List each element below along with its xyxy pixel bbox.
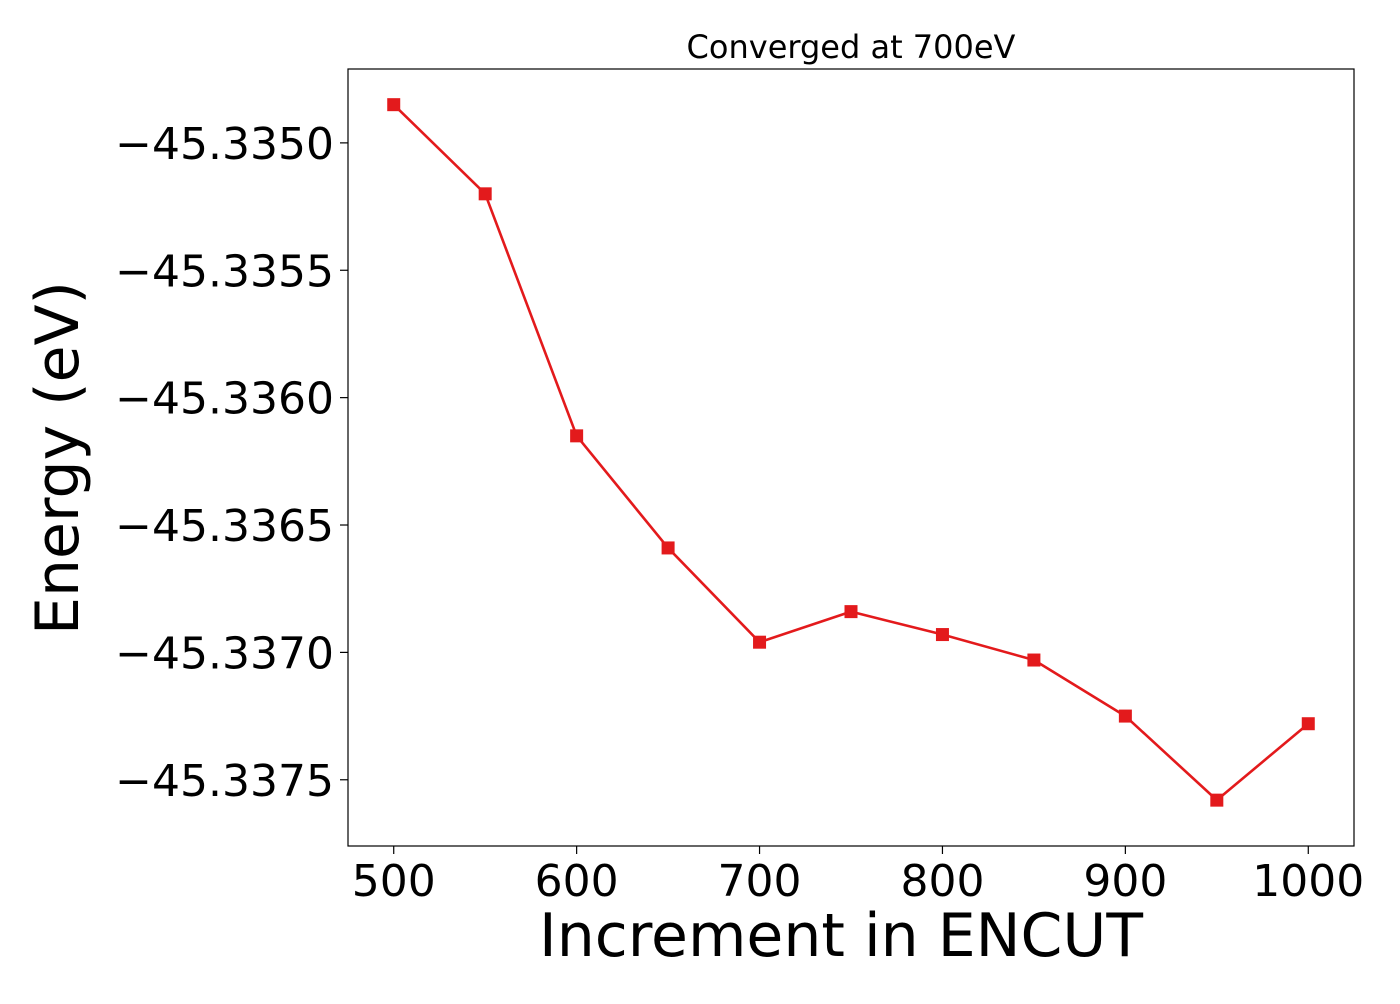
data-point-marker [1210, 793, 1224, 807]
series-layer [387, 98, 1315, 807]
data-point-marker [1301, 717, 1315, 731]
data-point-marker [661, 541, 675, 555]
x-tick-label: 700 [718, 856, 802, 907]
y-axis-label: Energy (eV) [23, 281, 93, 635]
plot-area-frame [347, 68, 1355, 847]
data-point-marker [570, 429, 584, 443]
data-point-marker [1027, 653, 1041, 667]
data-point-marker [935, 628, 949, 642]
data-point-marker [387, 98, 401, 112]
series-line [392, 103, 1310, 802]
y-tick-label: −45.3375 [115, 756, 334, 807]
y-tick-label: −45.3360 [115, 374, 334, 425]
x-tick-label: 600 [535, 856, 619, 907]
y-tick-label: −45.3350 [115, 119, 334, 170]
data-point-marker [753, 635, 767, 649]
chart-title: Converged at 700eV [687, 28, 1016, 66]
y-tick-label: −45.3355 [115, 246, 334, 297]
data-point-marker [1118, 709, 1132, 723]
x-axis-label: Increment in ENCUT [539, 901, 1143, 971]
y-tick-label: −45.3370 [115, 628, 334, 679]
data-point-marker [478, 187, 492, 201]
x-tick-label: 1000 [1252, 856, 1364, 907]
y-tick-label: −45.3365 [115, 501, 334, 552]
data-point-marker [844, 605, 858, 619]
x-tick-label: 500 [352, 856, 436, 907]
x-tick-label: 900 [1083, 856, 1167, 907]
x-axis-ticks: 500 600 700 800 900 1000 [352, 846, 1364, 907]
y-axis-ticks: −45.3350 −45.3355 −45.3360 −45.3365 −45.3370… [115, 119, 348, 807]
x-tick-label: 800 [900, 856, 984, 907]
